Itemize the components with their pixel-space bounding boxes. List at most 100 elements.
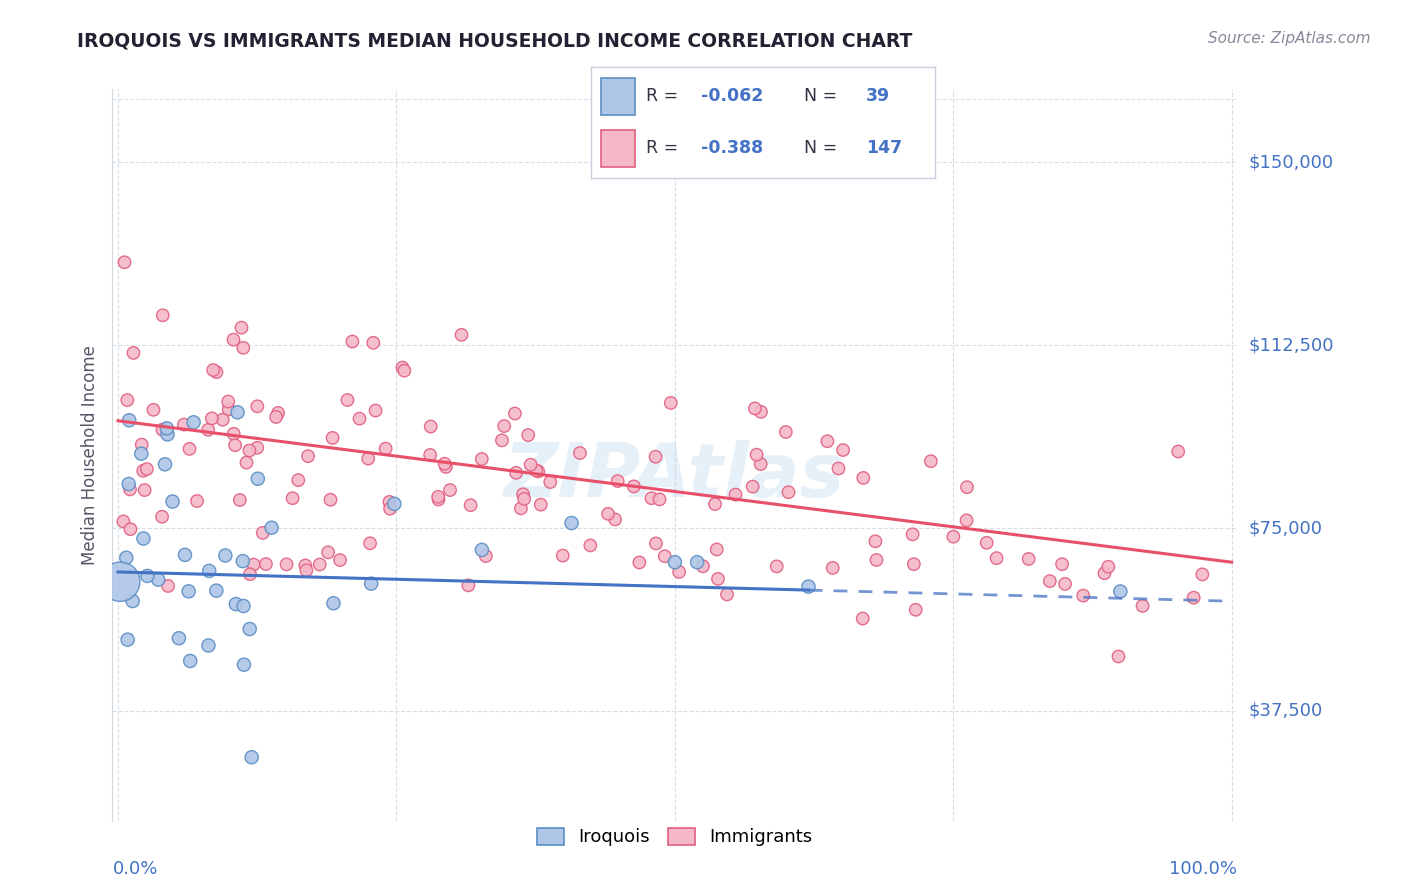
Point xyxy=(852,611,875,625)
Point xyxy=(1039,574,1062,588)
Point xyxy=(152,309,174,323)
Point xyxy=(692,559,714,574)
Point xyxy=(118,477,141,491)
Point xyxy=(827,461,849,475)
Point xyxy=(229,493,252,508)
Point xyxy=(749,405,772,419)
Point xyxy=(173,417,195,432)
Point xyxy=(920,454,942,468)
Y-axis label: Median Household Income: Median Household Income xyxy=(82,345,100,565)
Point xyxy=(232,554,254,568)
Point xyxy=(1050,558,1073,572)
Point xyxy=(832,443,855,458)
Point xyxy=(955,513,977,527)
Point xyxy=(1132,599,1154,613)
Point xyxy=(239,622,262,636)
Point xyxy=(378,495,401,509)
Point xyxy=(231,320,253,334)
Point xyxy=(202,363,225,377)
Point xyxy=(131,447,153,461)
Point xyxy=(142,402,165,417)
Point xyxy=(716,587,738,601)
Text: ZIPAtlas: ZIPAtlas xyxy=(505,441,845,514)
Point xyxy=(1108,649,1130,664)
Point xyxy=(903,557,925,571)
Text: $75,000: $75,000 xyxy=(1249,519,1323,537)
Text: 100.0%: 100.0% xyxy=(1170,860,1237,878)
Point xyxy=(434,459,457,474)
Point xyxy=(157,579,180,593)
Point xyxy=(1182,591,1205,605)
Text: $112,500: $112,500 xyxy=(1249,336,1334,354)
Point xyxy=(131,437,153,451)
Point xyxy=(135,462,157,476)
Point xyxy=(252,525,274,540)
Text: R =: R = xyxy=(645,139,683,157)
Point xyxy=(114,255,136,269)
Point xyxy=(153,457,176,471)
Point xyxy=(439,483,461,497)
Point xyxy=(378,501,401,516)
Point xyxy=(865,553,887,567)
Point xyxy=(664,555,686,569)
Point xyxy=(218,402,240,417)
Point xyxy=(865,534,887,549)
Point xyxy=(264,409,287,424)
Point xyxy=(561,516,583,530)
Point xyxy=(654,549,676,564)
Point xyxy=(246,472,269,486)
Point xyxy=(136,569,159,583)
Point xyxy=(132,464,155,478)
Point xyxy=(374,442,396,456)
Point xyxy=(240,750,263,764)
Point xyxy=(433,457,456,471)
Point xyxy=(120,522,142,536)
Point xyxy=(205,365,228,379)
Point xyxy=(394,364,416,378)
Point xyxy=(214,549,236,563)
Point xyxy=(1018,552,1040,566)
Point xyxy=(118,413,141,427)
Point xyxy=(986,551,1008,566)
Point xyxy=(246,399,269,413)
Point xyxy=(551,549,574,563)
Point xyxy=(623,479,645,493)
Point xyxy=(659,396,682,410)
Point xyxy=(517,428,540,442)
Text: N =: N = xyxy=(804,87,842,105)
Point xyxy=(267,406,290,420)
Point xyxy=(217,394,239,409)
Point xyxy=(901,527,924,541)
Point xyxy=(538,475,561,489)
Point xyxy=(110,574,132,589)
Point xyxy=(1191,567,1213,582)
Point xyxy=(132,532,155,546)
Point xyxy=(749,457,772,471)
Point xyxy=(156,427,179,442)
Point xyxy=(460,498,482,512)
Point xyxy=(232,341,254,355)
Point xyxy=(121,594,143,608)
Point xyxy=(242,558,264,572)
Point xyxy=(322,596,344,610)
Point xyxy=(1167,444,1189,458)
Point xyxy=(117,632,139,647)
Point xyxy=(226,405,249,419)
Point xyxy=(235,456,257,470)
Text: N =: N = xyxy=(804,139,842,157)
Point xyxy=(513,491,536,506)
Point xyxy=(519,458,541,472)
Point xyxy=(233,657,256,672)
Point xyxy=(222,333,245,347)
Point xyxy=(471,452,494,467)
Point xyxy=(349,411,371,425)
Point xyxy=(391,360,413,375)
Point xyxy=(222,426,245,441)
Point xyxy=(162,494,184,508)
Point xyxy=(198,564,221,578)
Text: -0.062: -0.062 xyxy=(700,87,763,105)
Point xyxy=(427,490,450,504)
Point xyxy=(775,425,797,439)
Point xyxy=(382,497,405,511)
Point xyxy=(1097,559,1119,574)
